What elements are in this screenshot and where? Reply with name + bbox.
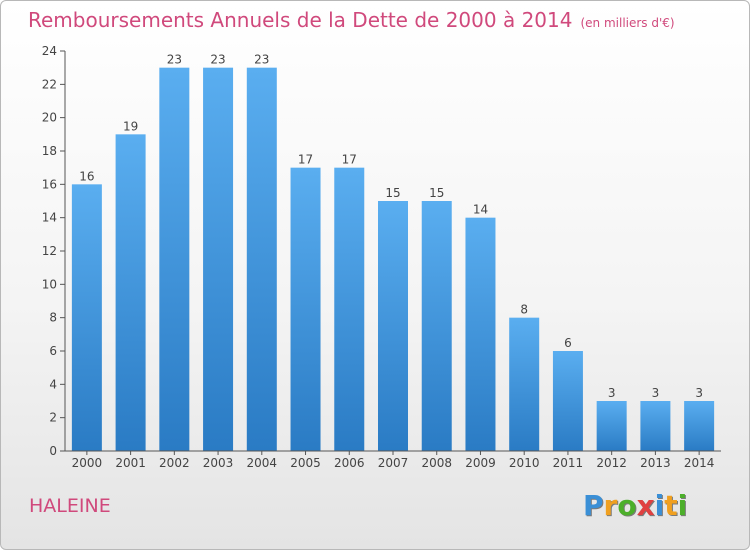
x-tick-label: 2013 [640,456,671,470]
bar-2011 [552,351,583,451]
chart-title: Remboursements Annuels de la Dette de 20… [28,8,675,32]
x-tick-label: 2000 [72,456,103,470]
data-label: 15 [429,186,444,200]
data-label: 15 [385,186,400,200]
y-tick-label: 16 [42,177,57,191]
data-label: 3 [652,386,660,400]
x-tick-label: 2010 [509,456,540,470]
logo-letter: r [603,489,618,522]
y-tick-label: 20 [42,111,57,125]
y-tick-label: 0 [49,444,57,458]
data-label: 17 [342,153,357,167]
y-tick-label: 22 [42,77,57,91]
bar-2005 [290,167,321,451]
y-tick-label: 6 [49,344,57,358]
y-tick-label: 8 [49,311,57,325]
bar-2014 [684,401,715,451]
data-label: 17 [298,153,313,167]
data-label: 8 [520,303,528,317]
x-tick-label: 2005 [290,456,321,470]
data-label: 3 [695,386,703,400]
logo-letter: P [583,489,604,522]
bar-2009 [465,217,496,451]
logo-letter: x [636,489,655,522]
bars: 16 19 23 23 23 17 17 15 15 14 8 6 3 3 3 [71,53,715,452]
bar-2007 [378,201,408,451]
bar-2012 [596,401,627,451]
bar-2006 [334,167,365,451]
bar-2013 [640,401,671,451]
data-label: 6 [564,336,572,350]
x-tick-label: 2003 [203,456,234,470]
y-tick-label: 14 [42,211,57,225]
y-tick-label: 24 [42,44,57,58]
x-tick-label: 2002 [159,456,190,470]
x-tick-label: 2009 [465,456,496,470]
x-tick-label: 2012 [596,456,627,470]
commune-name: HALEINE [29,495,111,517]
bar-2008 [421,201,452,451]
y-tick-label: 18 [42,144,57,158]
x-tick-label: 2007 [378,456,409,470]
chart-title-text: Remboursements Annuels de la Dette de 20… [28,8,573,32]
data-label: 16 [79,169,94,183]
logo-letter: i [677,489,688,522]
bar-2001 [115,134,146,452]
y-tick-label: 4 [49,377,57,391]
x-tick-label: 2008 [421,456,452,470]
bar-2003 [203,67,234,452]
x-tick-label: 2006 [334,456,365,470]
data-label: 23 [254,53,269,67]
data-label: 19 [123,119,138,133]
y-tick-label: 12 [42,244,57,258]
x-tick-label: 2014 [684,456,715,470]
y-tick-label: 2 [49,411,57,425]
chart-unit: (en milliers d'€) [580,16,675,30]
x-axis: 2000 2001 2002 2003 2004 2005 2006 2007 2008 2009… [65,450,721,470]
bar-2000 [71,184,102,452]
data-label: 3 [608,386,616,400]
logo-letter: o [617,489,637,522]
bar-2004 [246,67,277,452]
x-tick-label: 2011 [553,456,584,470]
x-tick-label: 2004 [247,456,278,470]
data-label: 14 [473,203,488,217]
proxiti-logo: Proxiti [583,489,687,522]
bar-2002 [159,67,190,452]
data-label: 23 [167,53,182,67]
logo-letter: t [664,489,678,522]
bar-2010 [509,317,540,451]
data-label: 23 [210,53,225,67]
y-tick-label: 10 [42,277,57,291]
x-tick-label: 2001 [115,456,146,470]
logo-letter: i [654,489,665,522]
